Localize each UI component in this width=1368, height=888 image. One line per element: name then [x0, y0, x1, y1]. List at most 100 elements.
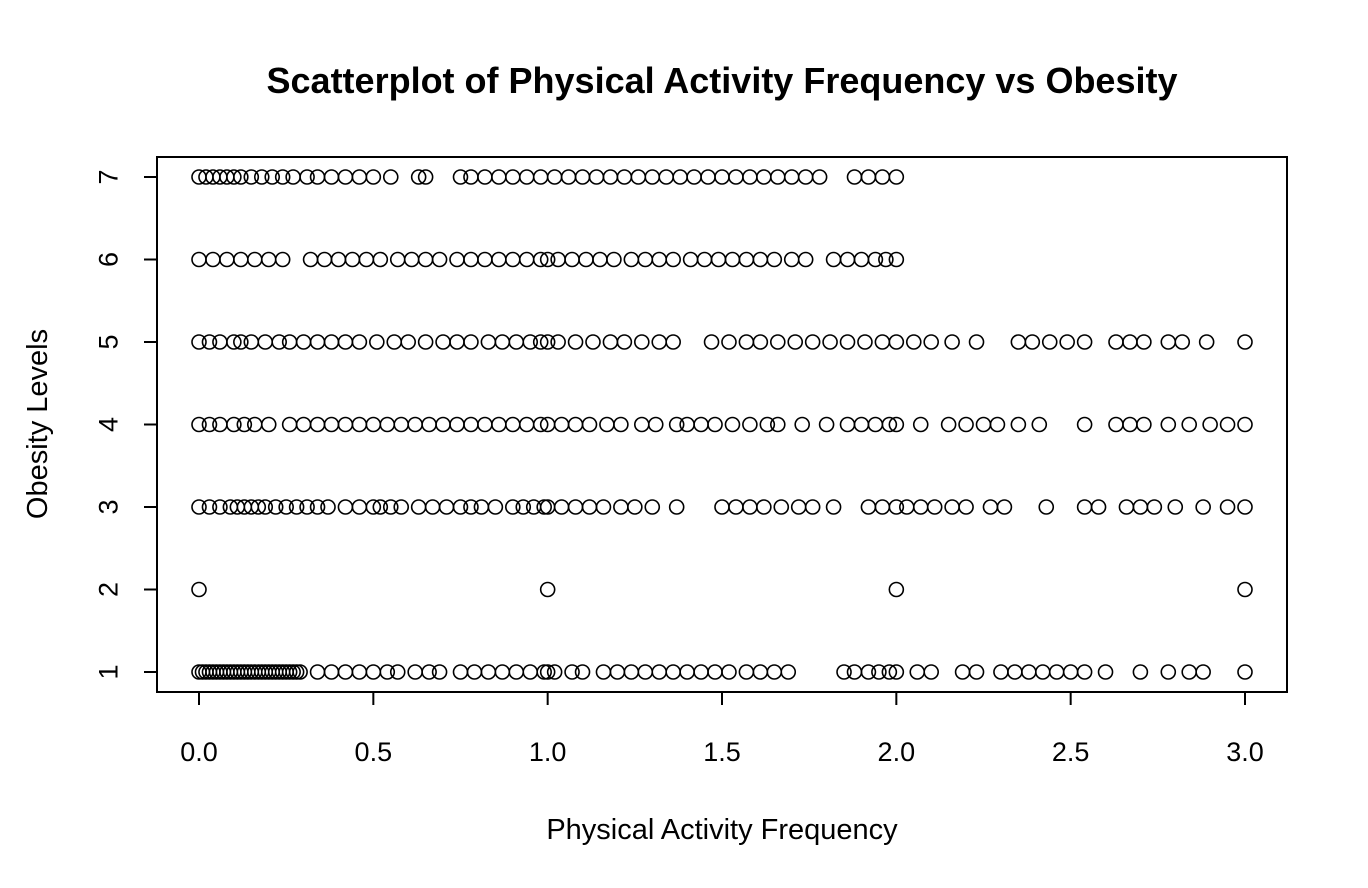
- data-point: [567, 499, 584, 515]
- data-point: [424, 499, 441, 515]
- data-point: [839, 416, 856, 433]
- data-point: [236, 416, 253, 433]
- data-point: [839, 334, 856, 350]
- data-point: [532, 169, 549, 185]
- data-point: [253, 169, 270, 185]
- data-point: [477, 169, 493, 185]
- data-point: [201, 334, 218, 350]
- data-point: [703, 334, 720, 350]
- data-point: [389, 664, 406, 680]
- data-point: [358, 251, 375, 268]
- data-point: [602, 169, 619, 185]
- data-point: [874, 334, 891, 350]
- data-point: [337, 499, 354, 515]
- data-point: [212, 499, 228, 515]
- data-point: [728, 499, 744, 515]
- data-point: [226, 334, 242, 350]
- data-point: [431, 664, 448, 680]
- x-tick-label: 2.0: [878, 737, 916, 767]
- data-point: [382, 169, 399, 185]
- data-point: [878, 251, 894, 268]
- data-point: [480, 664, 497, 680]
- data-point: [888, 416, 905, 433]
- data-point: [888, 581, 905, 598]
- data-point: [491, 169, 507, 185]
- data-point: [1136, 416, 1152, 433]
- data-point: [1062, 664, 1079, 680]
- data-point: [191, 416, 207, 433]
- data-point: [797, 169, 814, 185]
- data-point: [564, 251, 580, 268]
- data-point: [285, 169, 301, 185]
- data-point: [1132, 664, 1149, 680]
- data-point: [804, 334, 821, 350]
- data-point: [738, 334, 755, 350]
- data-point: [288, 664, 305, 680]
- data-point: [491, 416, 507, 433]
- data-point: [400, 334, 417, 350]
- data-point: [243, 169, 260, 185]
- data-point: [518, 251, 535, 268]
- data-point: [532, 251, 549, 268]
- data-point: [403, 251, 420, 268]
- data-point: [634, 416, 650, 433]
- data-point: [1031, 416, 1048, 433]
- data-point: [912, 416, 929, 433]
- data-point: [226, 169, 242, 185]
- data-point: [539, 334, 556, 350]
- data-point: [783, 251, 800, 268]
- data-point: [539, 581, 556, 598]
- data-point: [1038, 499, 1055, 515]
- data-point: [323, 334, 340, 350]
- data-point: [811, 169, 828, 185]
- data-point: [435, 334, 451, 350]
- data-point: [546, 664, 563, 680]
- data-point: [1237, 499, 1253, 515]
- data-point: [975, 416, 992, 433]
- data-point: [651, 334, 668, 350]
- data-point: [606, 251, 622, 268]
- y-tick-label: 3: [93, 499, 123, 514]
- data-point: [968, 334, 985, 350]
- data-point: [857, 334, 873, 350]
- data-point: [246, 416, 263, 433]
- data-point: [560, 169, 577, 185]
- x-tick-label: 0.5: [355, 737, 393, 767]
- data-point: [302, 251, 319, 268]
- data-point: [602, 334, 619, 350]
- data-point: [212, 416, 228, 433]
- data-point: [323, 169, 340, 185]
- data-point: [351, 169, 368, 185]
- data-point: [1160, 334, 1177, 350]
- data-point: [860, 499, 877, 515]
- data-point: [257, 334, 274, 350]
- data-point: [912, 499, 929, 515]
- data-point: [365, 416, 382, 433]
- data-point: [794, 416, 810, 433]
- data-point: [532, 334, 549, 350]
- data-point: [271, 334, 287, 350]
- data-point: [219, 251, 235, 268]
- data-point: [578, 251, 594, 268]
- data-point: [477, 251, 493, 268]
- data-point: [769, 334, 786, 350]
- data-point: [463, 499, 479, 515]
- data-point: [1198, 334, 1215, 350]
- data-point: [201, 499, 218, 515]
- data-point: [226, 416, 242, 433]
- data-point: [898, 499, 915, 515]
- data-point: [679, 416, 695, 433]
- data-point: [616, 169, 633, 185]
- data-point: [585, 334, 601, 350]
- data-point: [351, 334, 368, 350]
- data-point: [588, 169, 605, 185]
- data-point: [1076, 664, 1093, 680]
- data-point: [686, 169, 702, 185]
- data-point: [738, 664, 755, 680]
- data-point: [874, 499, 891, 515]
- data-point: [473, 499, 490, 515]
- data-point: [1010, 416, 1027, 433]
- data-point: [766, 664, 783, 680]
- data-point: [452, 499, 469, 515]
